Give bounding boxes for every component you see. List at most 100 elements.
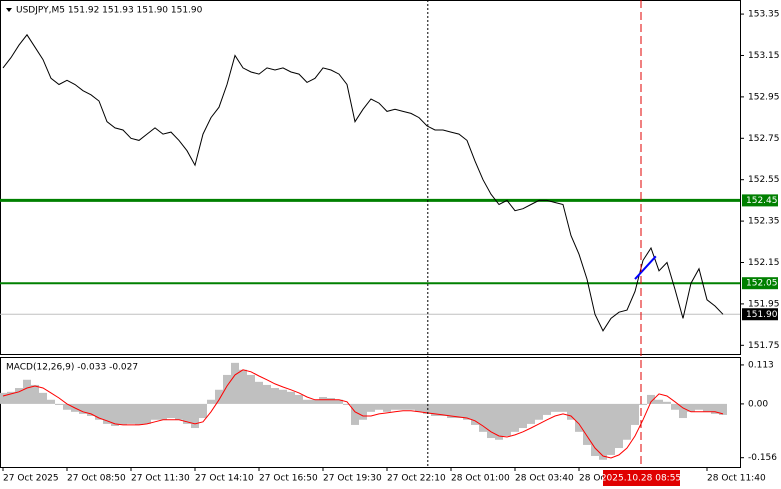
macd-bar [679,403,687,419]
macd-bar [567,403,575,420]
x-tick-label: 27 Oct 22:10 [387,474,446,484]
macd-bar [111,403,119,426]
macd-bar [407,403,415,410]
macd-bar [695,403,703,410]
price-panel [0,0,741,355]
macd-bar [479,403,487,432]
macd-bar [207,399,215,404]
macd-bar [263,384,271,404]
macd-bar [271,388,279,404]
macd-bar [215,389,223,404]
macd-bar [79,403,87,414]
cursor-label: 2025.10.28 08:55 [601,474,681,484]
x-tick-label: 28 Oct 11:40 [707,474,766,484]
macd-bar [63,403,71,410]
macd-bar [687,403,695,412]
macd-bar [55,403,63,405]
macd-bar [23,379,31,404]
macd-bar [303,399,311,404]
macd-bar [455,403,463,419]
price-line [2,33,724,332]
x-tick-label: 27 Oct 08:50 [67,474,126,484]
macd-bar [127,403,135,424]
macd-bar [631,403,639,425]
macd-bar [319,397,327,404]
macd-bar [335,399,343,404]
macd-bar [287,391,295,404]
macd-bar [231,362,239,404]
y-tick-label: 152.75 [748,134,780,144]
macd-bar [535,403,543,420]
macd-bar [391,403,399,410]
x-tick-label: 28 Oct 01:00 [451,474,510,484]
y-tick-label: 153.35 [748,10,780,20]
x-tick-label: 27 Oct 11:30 [131,474,190,484]
macd-bar [623,403,631,440]
macd-bar [367,403,375,412]
level-label: 152.45 [746,196,778,206]
macd-title: MACD(12,26,9) -0.033 -0.027 [6,363,138,373]
macd-bar [575,403,583,432]
x-tick-label: 28 Oct 0 [579,474,618,484]
macd-bar [351,403,359,425]
y-tick-label: 152.55 [748,175,780,185]
macd-bar [191,403,199,429]
macd-bar [295,394,303,404]
macd-bar [415,403,423,412]
level-label-bg [742,194,778,207]
y-tick-label: 152.35 [748,217,780,227]
macd-bar [327,398,335,404]
y-tick-label: -0.156 [748,453,777,463]
macd-bar [647,394,655,404]
macd-bar [223,374,231,404]
macd-bar [423,403,431,414]
macd-bar [359,403,367,420]
macd-bar [655,399,663,404]
macd-bar [471,403,479,425]
macd-bar [343,403,351,405]
y-tick-label: 0.113 [748,360,774,370]
macd-bar [703,403,711,412]
macd-bar [151,403,159,420]
x-tick-label: 27 Oct 2025 [3,474,59,484]
macd-bar [551,403,559,412]
macd-bar [503,403,511,436]
macd-bar [463,403,471,420]
menu-triangle[interactable] [6,8,12,12]
y-tick-label: 151.95 [748,299,780,309]
macd-bar [519,403,527,429]
macd-bar [279,389,287,404]
level-label: 151.90 [746,310,778,320]
macd-bar [119,403,127,425]
macd-bar [559,403,567,412]
macd-bar [87,403,95,416]
level-label: 152.05 [746,279,778,289]
macd-bar [487,403,495,439]
macd-bar [255,381,263,404]
y-tick-label: 152.15 [748,258,780,268]
macd-bar [399,403,407,410]
macd-bar [311,399,319,404]
x-tick-label: 27 Oct 14:10 [195,474,254,484]
macd-bar [431,403,439,416]
macd-bar [591,403,599,456]
macd-bar [495,403,503,440]
level-label-bg [742,308,778,321]
macd-bar [199,403,207,419]
macd-bar [583,403,591,445]
macd-bar [15,388,23,404]
chart-title: USDJPY,M5 151.92 151.93 151.90 151.90 [16,6,203,16]
macd-bar [615,403,623,449]
macd-bar [167,403,175,419]
macd-bar [0,392,7,404]
macd-bar [31,384,39,404]
macd-bar [39,392,47,404]
macd-bar [719,403,727,415]
macd-bar [103,403,111,424]
macd-bar [607,403,615,455]
trend-line [634,255,657,280]
macd-bar [711,403,719,414]
macd-bar [663,401,671,404]
signal-line [2,369,724,459]
